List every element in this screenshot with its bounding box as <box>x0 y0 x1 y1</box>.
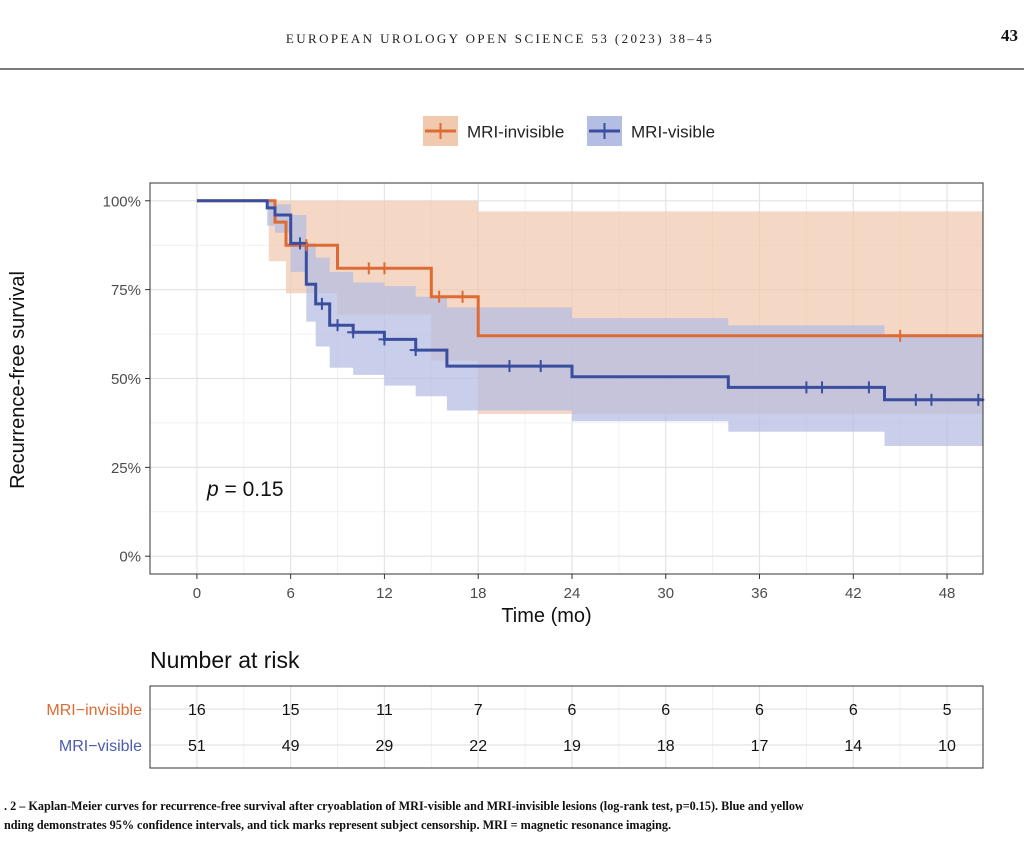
censor-mark-invisible <box>300 239 313 252</box>
risk-table-grid <box>150 686 983 768</box>
risk-cell: 16 <box>188 702 206 719</box>
p-value-annotation: p = 0.15 <box>206 478 284 501</box>
x-axis-title: Time (mo) <box>501 605 591 627</box>
censor-mark-visible <box>378 333 391 346</box>
risk-cell: 22 <box>469 738 487 755</box>
censor-marks <box>294 237 985 406</box>
x-tick-label: 6 <box>286 585 294 602</box>
y-axis: 0% 25% 50% 75% 100% <box>103 193 150 566</box>
censor-mark-visible <box>347 326 360 339</box>
x-tick-label: 42 <box>845 585 862 602</box>
y-tick-label: 25% <box>111 460 141 477</box>
censor-mark-invisible <box>362 262 375 275</box>
risk-table-cells: MRI−invisible 16 15 11 7 6 6 6 6 5 MRI−visible 51 49… <box>46 702 956 755</box>
risk-cell: 6 <box>568 702 577 719</box>
censor-mark-visible <box>534 360 547 373</box>
censor-mark-invisible <box>378 262 391 275</box>
plot-panel: p = 0.15 <box>149 182 985 575</box>
risk-table: MRI−invisible 16 15 11 7 6 6 6 6 5 MRI−visible 51 49… <box>46 685 984 769</box>
risk-cell: 7 <box>474 702 483 719</box>
risk-table-background <box>150 686 983 768</box>
y-tick-label: 0% <box>119 549 141 566</box>
risk-cell: 49 <box>282 738 300 755</box>
censor-mark-visible <box>862 381 875 394</box>
y-tick-label: 100% <box>103 193 141 210</box>
x-tick-label: 48 <box>939 585 956 602</box>
censor-mark-visible <box>816 381 829 394</box>
risk-cell: 6 <box>661 702 670 719</box>
x-tick-label: 12 <box>376 585 393 602</box>
risk-cell: 29 <box>376 738 394 755</box>
risk-cell: 6 <box>849 702 858 719</box>
censor-mark-visible <box>800 381 813 394</box>
risk-cell: 6 <box>755 702 764 719</box>
censor-mark-invisible <box>433 290 446 303</box>
risk-cell: 19 <box>563 738 581 755</box>
censor-mark-invisible <box>456 290 469 303</box>
risk-table-title: Number at risk <box>150 647 300 673</box>
censor-mark-visible <box>925 393 938 406</box>
censor-mark-visible <box>909 393 922 406</box>
legend: MRI-invisible MRI-visible <box>423 116 715 146</box>
risk-cell: 11 <box>376 702 393 719</box>
risk-table-border <box>149 685 984 769</box>
risk-cell: 14 <box>844 738 862 755</box>
x-tick-label: 0 <box>193 585 201 602</box>
survival-line-invisible <box>196 199 983 338</box>
legend-label-invisible: MRI-invisible <box>467 123 564 142</box>
risk-cell: 51 <box>188 738 206 755</box>
censor-mark-visible <box>315 297 328 310</box>
censor-mark-visible <box>503 360 516 373</box>
x-axis: 0 6 12 18 24 30 36 42 48 <box>193 574 956 602</box>
confidence-band-visible <box>196 200 983 446</box>
risk-row-label: MRI−visible <box>59 738 142 755</box>
y-tick-label: 75% <box>111 282 141 299</box>
kaplan-meier-figure: MRI-invisible MRI-visible p = 0.15 0 6 12 1… <box>7 116 985 769</box>
risk-cell: 5 <box>943 702 952 719</box>
x-tick-label: 30 <box>657 585 674 602</box>
y-tick-label: 50% <box>111 371 141 388</box>
risk-cell: 10 <box>938 738 956 755</box>
y-axis-title: Recurrence-free survival <box>7 271 29 489</box>
risk-cell: 15 <box>282 702 300 719</box>
figure-caption: . 2 – Kaplan-Meier curves for recurrence… <box>4 797 1020 835</box>
risk-cell: 17 <box>751 738 769 755</box>
censor-mark-visible <box>294 237 307 250</box>
caption-line-1: . 2 – Kaplan-Meier curves for recurrence… <box>4 799 804 813</box>
page-header: EUROPEAN UROLOGY OPEN SCIENCE 53 (2023) … <box>0 0 1024 70</box>
censor-mark-visible <box>409 344 422 357</box>
censor-mark-visible <box>331 319 344 332</box>
censor-mark-invisible <box>894 329 907 342</box>
x-tick-label: 24 <box>564 585 581 602</box>
risk-row-label: MRI−invisible <box>46 702 142 719</box>
legend-label-visible: MRI-visible <box>631 123 715 142</box>
journal-title: EUROPEAN UROLOGY OPEN SCIENCE 53 (2023) … <box>285 31 715 46</box>
page-number: 43 <box>1001 26 1018 45</box>
x-tick-label: 18 <box>470 585 487 602</box>
x-tick-label: 36 <box>751 585 768 602</box>
censor-mark-visible <box>972 393 985 406</box>
confidence-bands <box>196 200 983 446</box>
caption-line-2: nding demonstrates 95% confidence interv… <box>4 818 672 832</box>
risk-cell: 18 <box>657 738 675 755</box>
